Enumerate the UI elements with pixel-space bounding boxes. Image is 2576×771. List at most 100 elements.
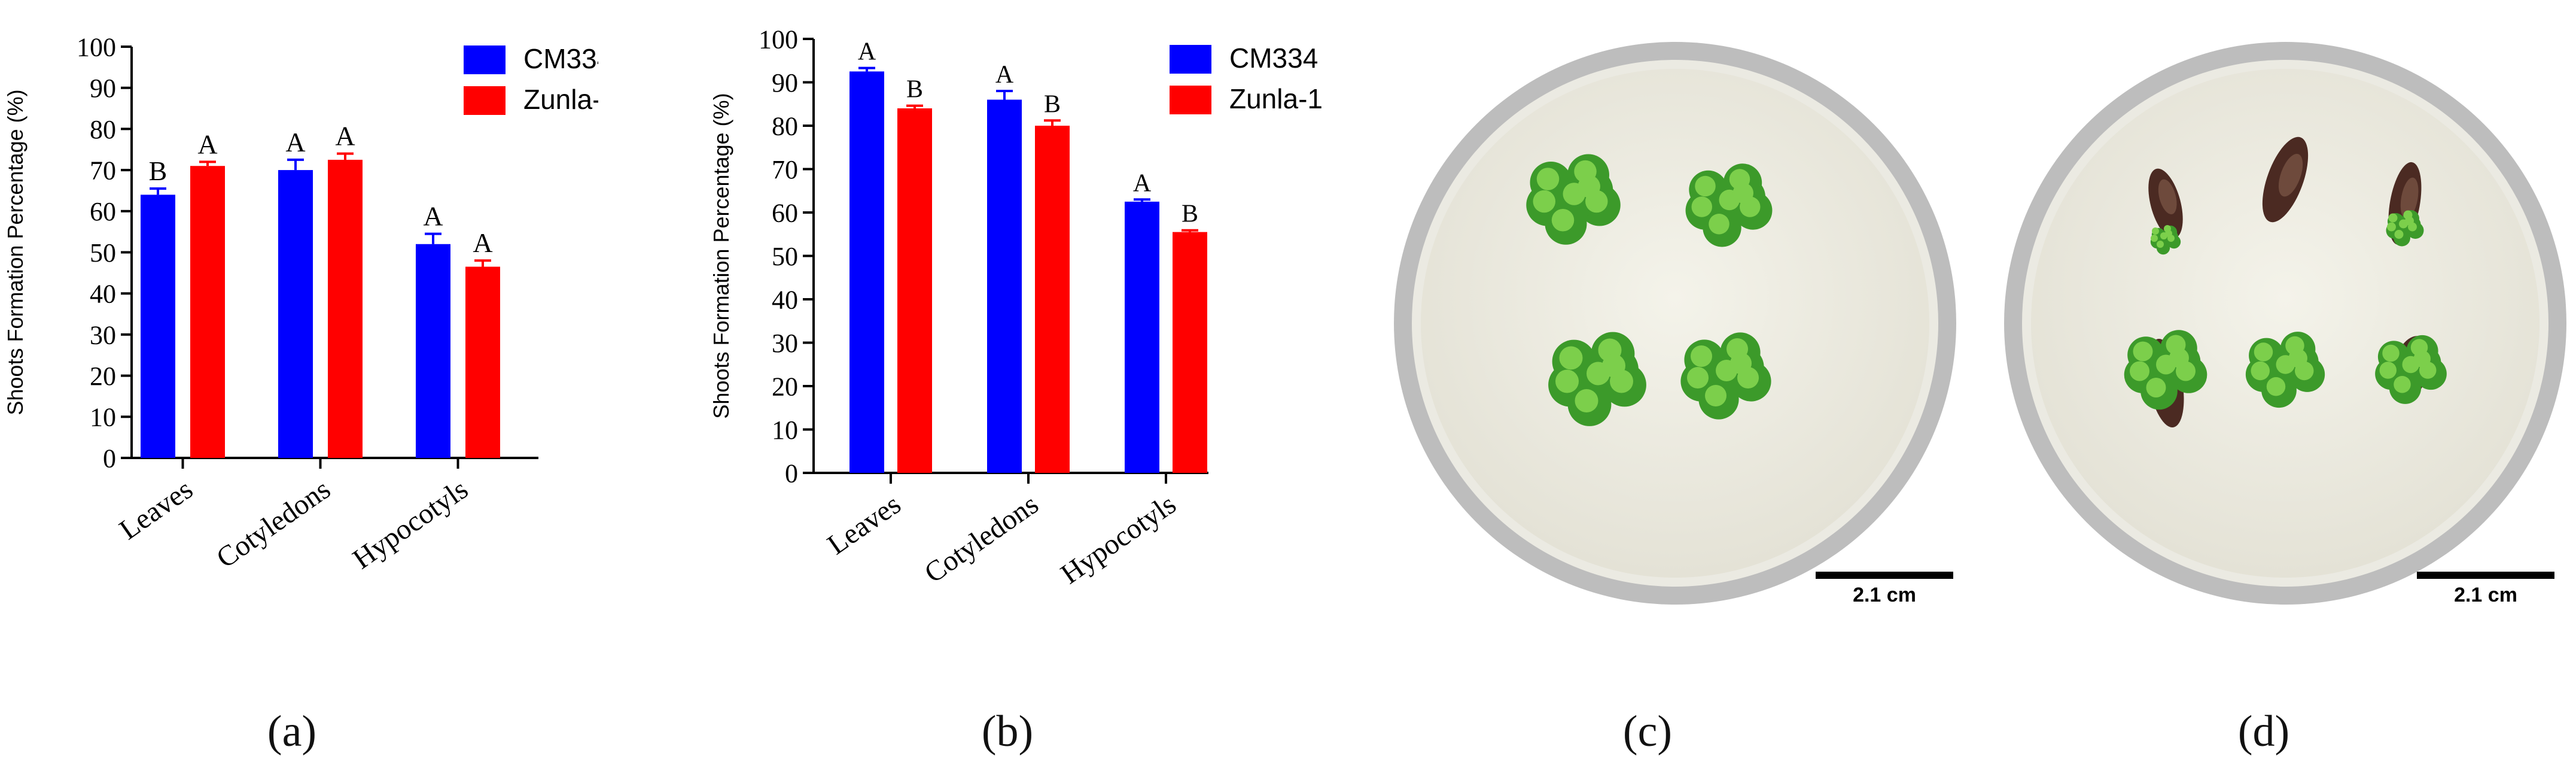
legend-swatch-zunla-1 bbox=[1170, 86, 1211, 114]
scale-label-d: 2.1 cm bbox=[2454, 584, 2517, 606]
significance-letter: A bbox=[1133, 169, 1152, 197]
shoot-leaf-highlight bbox=[2382, 344, 2400, 362]
shoot-leaf-highlight bbox=[2152, 227, 2159, 235]
significance-letter: B bbox=[906, 76, 923, 104]
panel-label-a: (a) bbox=[267, 707, 317, 756]
shoot-leaf-highlight bbox=[1602, 354, 1625, 378]
legend-swatch-cm334 bbox=[464, 45, 506, 74]
significance-letter: A bbox=[995, 61, 1014, 89]
x-tick-label: Leaves bbox=[822, 488, 907, 561]
y-tick-label: 80 bbox=[772, 111, 798, 141]
shoot-leaf-highlight bbox=[1691, 196, 1712, 217]
y-tick-label: 0 bbox=[785, 459, 798, 488]
y-tick-label: 90 bbox=[90, 74, 116, 103]
x-tick-label: Cotyledons bbox=[211, 473, 336, 575]
shoot-leaf-highlight bbox=[2394, 376, 2411, 393]
bar-chart-b: Shoots Formation Percentage (%) 0 10 20 30 40… bbox=[709, 25, 1323, 590]
y-tick-label: 60 bbox=[772, 198, 798, 227]
shoot-leaf-highlight bbox=[2146, 378, 2166, 397]
bar-chart-a: Shoots Formation Percentage (%) 0 10 20 30 40… bbox=[3, 32, 598, 575]
shoot-leaf-highlight bbox=[1575, 389, 1598, 412]
y-tick-label: 100 bbox=[77, 32, 116, 62]
y-tick-label: 0 bbox=[103, 444, 116, 473]
shoot-leaf-highlight bbox=[2169, 348, 2189, 368]
significance-letter: B bbox=[149, 156, 168, 186]
significance-letter: B bbox=[1044, 90, 1061, 118]
y-tick-label: 70 bbox=[772, 155, 798, 184]
y-tick-label: 70 bbox=[90, 156, 116, 186]
explant bbox=[1680, 332, 1771, 420]
panel-label-b: (b) bbox=[981, 707, 1034, 756]
agar-surface bbox=[1421, 69, 1929, 578]
shoot-leaf-highlight bbox=[2130, 361, 2149, 381]
y-tick-label: 80 bbox=[90, 115, 116, 144]
significance-letter: B bbox=[1182, 201, 1198, 228]
petri-dish-photo-c bbox=[1394, 42, 1956, 605]
bar-zunla-1-leaves bbox=[190, 166, 225, 458]
explant bbox=[1685, 163, 1773, 247]
y-tick-label: 100 bbox=[759, 25, 798, 54]
significance-letter: A bbox=[285, 127, 305, 157]
legend-label-cm334: CM334 bbox=[523, 43, 598, 74]
shoot-leaf-highlight bbox=[2288, 348, 2307, 368]
shoot-leaf-highlight bbox=[2251, 361, 2270, 381]
panel-label-c: (c) bbox=[1622, 707, 1673, 756]
shoot-leaf-highlight bbox=[1732, 183, 1753, 204]
x-tick-label: Hypocotyls bbox=[347, 473, 474, 575]
shoot-leaf-highlight bbox=[2388, 213, 2398, 223]
bar-zunla-1-hypocotyls bbox=[1173, 232, 1207, 473]
brown-highlight bbox=[2400, 177, 2419, 219]
y-tick-label: 50 bbox=[90, 238, 116, 268]
y-tick-label: 10 bbox=[90, 403, 116, 432]
y-tick-label: 40 bbox=[772, 285, 798, 314]
explant bbox=[2124, 330, 2207, 428]
legend-swatch-cm334 bbox=[1170, 45, 1211, 74]
y-tick-label: 50 bbox=[772, 242, 798, 271]
y-tick-label: 30 bbox=[772, 329, 798, 358]
shoot-leaf-highlight bbox=[2405, 216, 2414, 226]
explant bbox=[1526, 154, 1621, 245]
scale-label-c: 2.1 cm bbox=[1853, 584, 1916, 606]
shoot-leaf-highlight bbox=[1709, 214, 1729, 235]
y-tick-label: 20 bbox=[90, 362, 116, 391]
y-tick-label: 40 bbox=[90, 280, 116, 309]
bar-zunla-1-cotyledons bbox=[1035, 126, 1070, 473]
bar-cm334-leaves bbox=[849, 71, 884, 473]
significance-letter: A bbox=[335, 121, 355, 151]
shoot-leaf-highlight bbox=[2266, 377, 2286, 396]
significance-letter: A bbox=[473, 227, 492, 258]
shoot-leaf-highlight bbox=[1551, 209, 1575, 232]
x-tick-label: Cotyledons bbox=[919, 488, 1045, 590]
brown-highlight bbox=[2278, 153, 2303, 197]
shoot-leaf-highlight bbox=[1691, 345, 1712, 367]
y-tick-label: 90 bbox=[772, 68, 798, 98]
explant bbox=[2245, 332, 2325, 408]
bar-zunla-1-hypocotyls bbox=[465, 266, 500, 458]
legend-label-cm334: CM334 bbox=[1229, 43, 1318, 74]
shoot-leaf-highlight bbox=[1536, 168, 1560, 190]
shoot-leaf-highlight bbox=[2387, 222, 2396, 232]
significance-letter: A bbox=[423, 201, 443, 232]
explant bbox=[2262, 136, 2309, 223]
bar-cm334-hypocotyls bbox=[416, 244, 450, 458]
explant bbox=[2148, 168, 2183, 255]
scale-bar-d bbox=[2417, 572, 2554, 579]
x-tick-label: Leaves bbox=[114, 473, 199, 546]
shoot-leaf-highlight bbox=[1695, 175, 1716, 197]
petri-dish-photo-d bbox=[2004, 42, 2566, 605]
y-tick-label: 60 bbox=[90, 197, 116, 226]
shoot-leaf-highlight bbox=[2151, 235, 2158, 242]
shoot-leaf-highlight bbox=[2165, 230, 2172, 237]
significance-letter: A bbox=[858, 38, 876, 66]
bar-cm334-cotyledons bbox=[987, 99, 1022, 473]
significance-letter: A bbox=[197, 129, 217, 159]
shoot-leaf-highlight bbox=[1533, 190, 1555, 213]
y-tick-label: 10 bbox=[772, 415, 798, 445]
legend-swatch-zunla-1 bbox=[464, 86, 506, 115]
shoot-leaf-highlight bbox=[1578, 175, 1600, 198]
shoot-leaf-highlight bbox=[1559, 346, 1583, 370]
scale-bar-c bbox=[1816, 572, 1953, 579]
explant bbox=[2386, 162, 2424, 247]
bar-zunla-1-cotyledons bbox=[328, 159, 363, 458]
shoot-leaf-highlight bbox=[2133, 341, 2153, 362]
